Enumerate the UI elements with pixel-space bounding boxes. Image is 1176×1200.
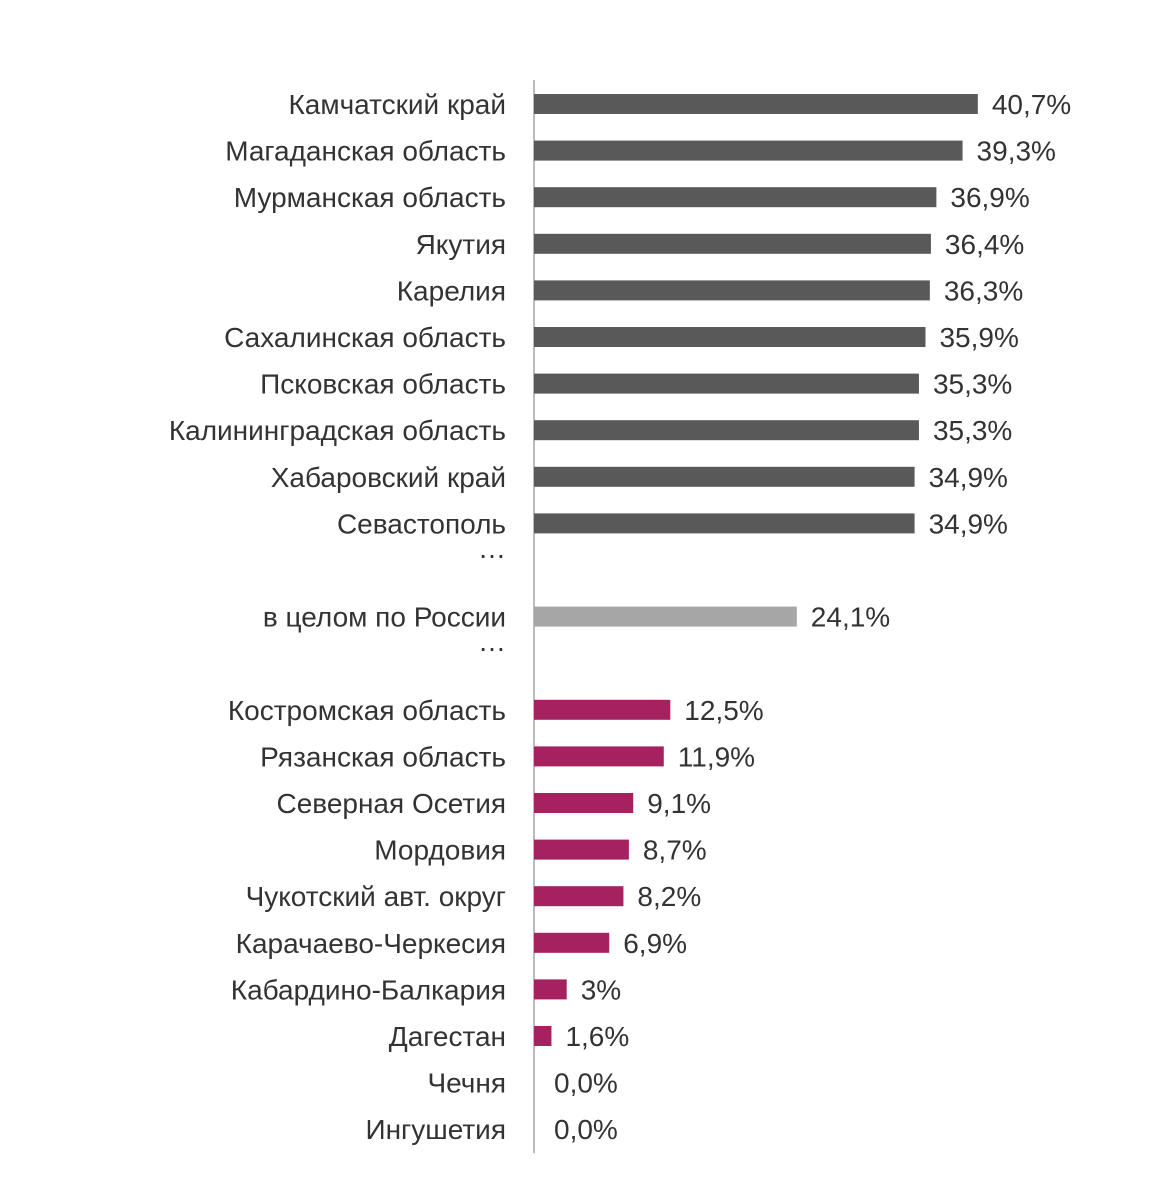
value-label: 1,6% [565,1021,629,1052]
category-label: Псковская область [260,369,506,400]
value-label: 35,3% [933,415,1012,446]
category-label: Магаданская область [225,136,506,167]
category-label: Камчатский край [288,89,506,120]
bar [534,839,629,860]
value-label: 36,9% [950,182,1029,213]
value-label: 11,9% [678,741,755,772]
gap-ellipsis: … [478,533,506,564]
category-label: Костромская область [228,695,506,726]
value-label: 34,9% [929,508,1008,539]
bar [534,94,978,114]
bar [534,513,915,534]
value-label: 35,9% [939,322,1018,353]
value-label: 3% [581,974,621,1005]
category-label: Карачаево-Черкесия [236,928,506,959]
value-label: 0,0% [554,1068,618,1099]
category-label: Чукотский авт. округ [246,881,506,912]
category-label: Чечня [427,1068,506,1099]
gap-ellipsis: … [478,626,506,657]
bar [534,280,930,301]
bar [534,140,963,161]
value-label: 40,7% [992,89,1071,120]
bar [534,327,926,347]
category-label: Севастополь [337,508,506,539]
category-label: Мордовия [374,835,506,866]
category-label: Северная Осетия [276,788,506,819]
value-label: 8,2% [637,881,701,912]
bar [534,420,919,441]
value-label: 6,9% [623,928,687,959]
category-label: Ингушетия [365,1114,506,1145]
category-label: в целом по России [263,602,506,633]
bar [534,373,919,394]
category-label: Дагестан [389,1021,506,1052]
category-label: Мурманская область [234,182,506,213]
value-label: 9,1% [647,788,711,819]
category-label: Калининградская область [169,415,506,446]
value-label: 24,1% [811,602,890,633]
category-label: Кабардино-Балкария [231,974,506,1005]
bar [534,886,624,907]
value-label: 36,4% [945,229,1024,260]
bar [534,746,664,767]
bar [534,606,797,627]
value-label: 12,5% [684,695,763,726]
category-label: Карелия [397,275,506,306]
bar [534,233,931,254]
value-label: 36,3% [944,275,1023,306]
bar [534,187,937,208]
bar [534,932,610,953]
value-label: 35,3% [933,369,1012,400]
value-label: 39,3% [977,136,1056,167]
bar [534,793,634,813]
value-label: 0,0% [554,1114,618,1145]
bar [534,466,915,487]
category-label: Якутия [416,229,506,260]
category-label: Рязанская область [260,741,506,772]
value-label: 8,7% [643,835,707,866]
bar [534,979,567,1000]
bar [534,699,671,720]
value-label: 34,9% [929,462,1008,493]
category-label: Хабаровский край [271,462,506,493]
bar [534,1026,552,1046]
category-label: Сахалинская область [224,322,506,353]
bars-layer [534,94,978,1046]
labels-layer: Камчатский край 40,7% Магаданская область 3… [169,89,1071,1145]
